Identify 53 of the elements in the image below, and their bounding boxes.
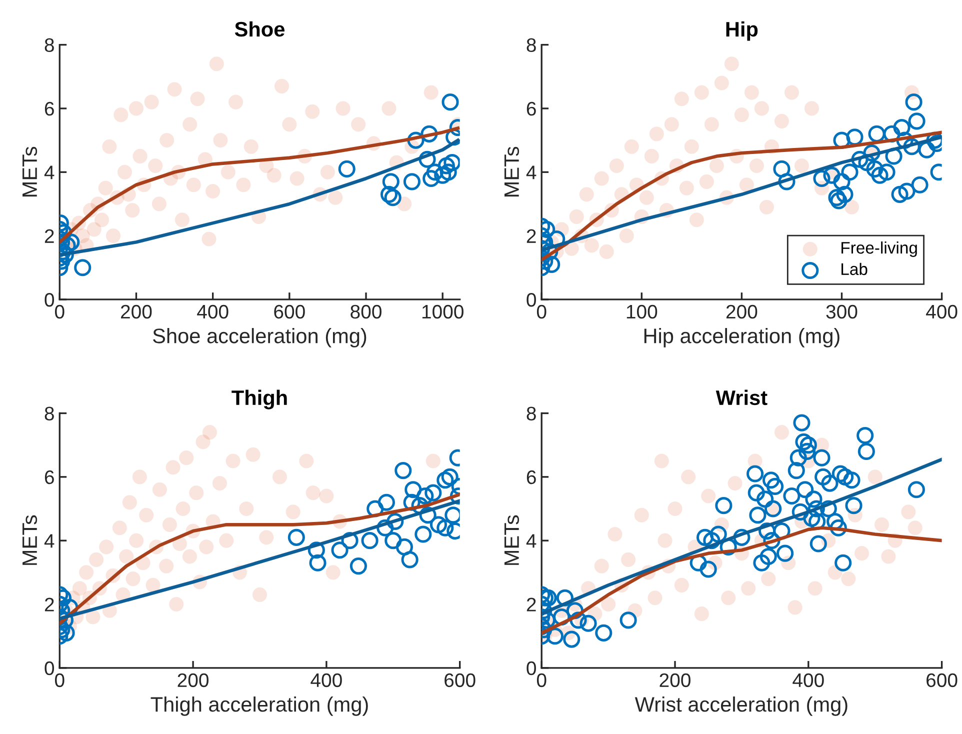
x-tick-label: 200 (726, 304, 758, 319)
y-axis-title: METs (504, 146, 520, 196)
legend-label: Lab (842, 262, 868, 276)
x-tick-label: 0 (536, 673, 546, 688)
x-tick-label: 600 (274, 304, 305, 319)
y-tick-label: 2 (44, 229, 54, 243)
y-tick-label: 6 (526, 470, 536, 484)
y-tick-label: 6 (44, 102, 54, 116)
x-axis-title: Wrist acceleration (mg) (634, 696, 848, 716)
x-tick-label: 400 (926, 304, 958, 319)
x-tick-label: 0 (54, 304, 64, 319)
chart-title: Shoe (234, 21, 284, 37)
y-tick-label: 2 (44, 598, 54, 612)
y-tick-label: 8 (526, 38, 536, 52)
y-tick-label: 0 (526, 292, 536, 307)
x-tick-label: 600 (926, 673, 958, 688)
y-tick-label: 4 (526, 166, 536, 180)
chart-title: Thigh (232, 390, 287, 410)
y-tick-label: 0 (526, 661, 536, 676)
x-tick-label: 200 (120, 304, 152, 319)
x-axis-title: Thigh acceleration (mg) (150, 696, 368, 716)
x-tick-label: 400 (197, 304, 228, 319)
y-axis-title: METs (22, 146, 38, 196)
legend-label: Free-living (842, 241, 917, 257)
y-tick-label: 4 (44, 166, 54, 180)
chart-title: Hip (726, 21, 758, 41)
x-tick-label: 400 (792, 673, 824, 688)
y-tick-label: 6 (526, 102, 536, 116)
y-axis-title: METs (22, 515, 38, 565)
x-tick-label: 200 (660, 673, 690, 688)
x-tick-label: 300 (826, 304, 858, 319)
x-tick-label: 400 (310, 673, 342, 688)
y-tick-label: 8 (44, 38, 54, 52)
x-axis-title: Shoe acceleration (mg) (153, 328, 366, 348)
x-tick-label: 600 (444, 673, 476, 688)
x-axis-title: Hip acceleration (mg) (644, 328, 840, 348)
y-tick-label: 2 (526, 598, 536, 612)
y-tick-label: 0 (44, 292, 54, 307)
y-tick-label: 2 (526, 229, 536, 243)
chart-title: Wrist (716, 390, 768, 406)
y-tick-label: 0 (44, 661, 54, 676)
x-tick-label: 0 (54, 673, 64, 688)
y-axis-title: METs (504, 515, 520, 565)
y-tick-label: 6 (44, 470, 54, 484)
y-tick-label: 4 (526, 534, 536, 548)
y-tick-label: 4 (44, 534, 54, 548)
x-tick-label: 200 (178, 673, 209, 688)
x-tick-label: 0 (536, 304, 546, 319)
x-tick-label: 100 (626, 304, 658, 319)
x-tick-label: 800 (350, 304, 382, 319)
x-tick-label: 1000 (422, 304, 464, 319)
y-tick-label: 8 (526, 406, 536, 420)
y-tick-label: 8 (44, 406, 54, 420)
